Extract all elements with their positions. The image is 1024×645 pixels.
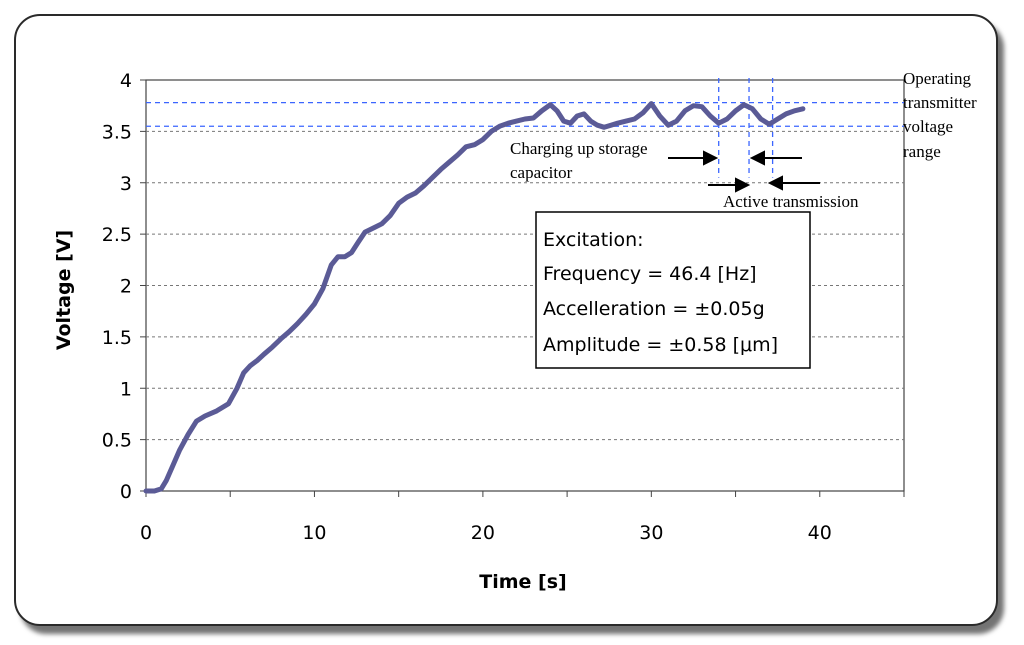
- x-tick-label: 20: [471, 522, 495, 544]
- y-tick-label: 3: [120, 173, 132, 195]
- active-transmission-label: Active transmission: [723, 192, 859, 211]
- charging-label-line1: Charging up storage: [510, 139, 648, 158]
- y-tick-label: 2: [120, 276, 132, 298]
- info-box-title: Excitation:: [543, 229, 644, 251]
- operating-label-line4: range: [903, 142, 941, 161]
- y-tick-label: 0: [120, 481, 132, 503]
- x-tick-label: 40: [808, 522, 832, 544]
- excitation-info-box: [535, 211, 811, 369]
- y-tick-label: 3.5: [102, 121, 132, 143]
- figure-frame: [14, 14, 998, 626]
- y-tick-label: 1.5: [102, 327, 132, 349]
- x-axis-title: Time [s]: [479, 571, 566, 593]
- y-tick-label: 1: [120, 378, 132, 400]
- charging-arrows: [668, 150, 802, 166]
- y-tick-label: 4: [120, 70, 132, 92]
- x-tick-label: 10: [302, 522, 326, 544]
- info-box-amplitude: Amplitude = ±0.58 [μm]: [543, 334, 778, 356]
- active-arrows: [708, 175, 820, 193]
- axis-ticks: 00.511.522.533.540 10 20 30 40: [102, 70, 905, 544]
- x-tick-label: 0: [140, 522, 152, 544]
- y-tick-label: 2.5: [102, 224, 132, 246]
- x-tick-label: 30: [639, 522, 663, 544]
- voltage-series-line: [143, 101, 806, 494]
- y-axis-title: Voltage [V]: [53, 230, 75, 350]
- operating-label-line3: voltage: [903, 117, 953, 136]
- info-box-frequency: Frequency = 46.4 [Hz]: [543, 263, 757, 285]
- operating-label-line1: Operating: [903, 69, 971, 88]
- info-box-acceleration: Accelleration = ±0.05g: [543, 298, 765, 320]
- operating-label-line2: transmitter: [903, 93, 977, 112]
- reference-lines: [146, 78, 904, 178]
- y-tick-label: 0.5: [102, 430, 132, 452]
- charging-label-line2: capacitor: [510, 163, 573, 182]
